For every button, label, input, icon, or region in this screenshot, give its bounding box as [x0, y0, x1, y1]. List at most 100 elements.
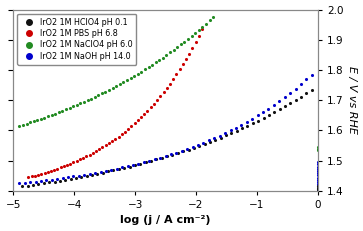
Point	[119, 166, 125, 169]
Point	[33, 180, 38, 183]
Point	[177, 67, 183, 71]
Point	[68, 177, 74, 181]
Point	[110, 86, 115, 90]
Point	[298, 95, 304, 98]
Point	[106, 141, 112, 145]
Point	[315, 160, 321, 164]
Point	[124, 78, 130, 82]
Point	[85, 98, 90, 102]
Point	[234, 129, 240, 133]
Point	[92, 95, 98, 99]
Point	[135, 72, 140, 76]
Point	[29, 175, 34, 178]
Point	[164, 155, 170, 158]
Point	[146, 159, 152, 163]
Point	[96, 147, 102, 151]
Point	[163, 154, 168, 158]
Point	[183, 57, 189, 61]
Point	[38, 117, 44, 121]
Point	[315, 189, 321, 193]
Point	[196, 144, 202, 148]
Point	[63, 108, 69, 111]
Point	[190, 145, 196, 149]
Point	[113, 137, 118, 141]
Point	[276, 99, 282, 103]
Point	[168, 153, 174, 156]
Point	[64, 163, 70, 167]
Point	[80, 156, 86, 160]
Point	[48, 169, 54, 173]
Point	[131, 74, 137, 78]
Point	[121, 166, 127, 170]
Point	[60, 176, 66, 180]
Point	[51, 168, 57, 172]
Point	[315, 180, 321, 184]
Point	[135, 119, 141, 122]
Point	[58, 166, 64, 169]
Point	[266, 107, 272, 110]
Point	[185, 148, 191, 151]
Point	[103, 169, 109, 173]
Point	[210, 15, 216, 19]
Point	[196, 28, 202, 32]
Point	[148, 106, 154, 109]
Point	[272, 110, 277, 114]
Point	[90, 151, 96, 155]
Point	[277, 107, 282, 111]
Point	[250, 122, 256, 125]
Point	[315, 188, 321, 191]
Point	[203, 22, 209, 25]
Point	[16, 124, 22, 128]
Point	[315, 165, 321, 168]
Point	[30, 183, 36, 187]
Point	[229, 131, 234, 135]
Point	[105, 170, 111, 173]
Point	[174, 45, 180, 49]
Point	[206, 139, 212, 142]
Point	[52, 112, 58, 116]
Point	[128, 76, 134, 80]
Point	[228, 129, 233, 132]
Point	[315, 145, 321, 149]
Point	[117, 82, 123, 86]
Point	[152, 158, 158, 161]
Point	[99, 92, 105, 95]
Point	[70, 175, 76, 178]
Point	[211, 136, 217, 140]
Point	[303, 78, 309, 81]
Point	[315, 148, 321, 152]
Point	[184, 147, 190, 151]
Point	[170, 77, 176, 81]
Point	[158, 94, 163, 98]
Point	[38, 172, 44, 176]
Point	[74, 159, 79, 163]
Point	[191, 146, 197, 149]
Point	[130, 163, 136, 167]
Point	[44, 178, 49, 182]
Point	[266, 113, 272, 117]
Point	[223, 134, 229, 137]
Point	[160, 56, 166, 59]
Point	[106, 88, 112, 92]
Point	[77, 102, 83, 105]
Point	[113, 84, 119, 88]
Point	[164, 53, 170, 57]
Point	[81, 173, 87, 177]
Point	[287, 101, 293, 105]
Point	[146, 65, 151, 69]
Point	[186, 52, 192, 55]
Point	[218, 136, 224, 140]
Point	[100, 171, 106, 174]
Point	[121, 80, 126, 84]
Point	[73, 176, 79, 180]
Point	[153, 61, 159, 64]
Point	[202, 142, 208, 146]
Point	[201, 141, 207, 145]
Point	[42, 171, 48, 175]
Point	[199, 25, 205, 29]
Point	[20, 185, 25, 188]
Point	[25, 184, 30, 187]
Point	[175, 151, 181, 155]
Point	[45, 170, 51, 174]
Point	[315, 185, 321, 188]
